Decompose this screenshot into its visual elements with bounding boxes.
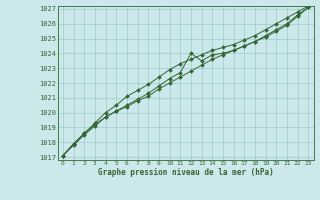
- X-axis label: Graphe pression niveau de la mer (hPa): Graphe pression niveau de la mer (hPa): [98, 168, 274, 177]
